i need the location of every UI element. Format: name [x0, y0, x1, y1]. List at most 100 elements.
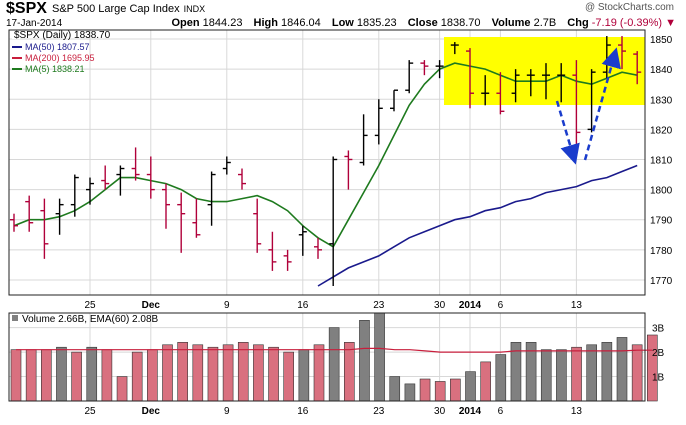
volume-bar — [10, 349, 22, 402]
price-y-tick-label: 1810 — [650, 155, 673, 166]
price-x-tick-label: Dec — [142, 300, 161, 311]
close-label: Close — [407, 17, 438, 29]
price-y-tick-label: 1770 — [650, 276, 673, 287]
price-y-tick-label: 1820 — [650, 125, 673, 136]
volume-ema-path — [16, 347, 653, 353]
quote-summary: Open 1844.23 High 1846.04 Low 1835.23 Cl… — [163, 17, 676, 29]
ohlc-bar — [359, 114, 368, 166]
price-x-tick-label: 2014 — [459, 300, 482, 311]
volume-bar — [571, 346, 582, 402]
high-value: 1846.04 — [281, 17, 321, 29]
ohlc-bar — [86, 177, 94, 205]
volume-bar — [359, 320, 370, 402]
ohlc-bar — [207, 171, 216, 226]
exchange-code: INDX — [183, 4, 206, 14]
ohlc-bar — [526, 69, 535, 97]
price-x-tick-label: 6 — [498, 300, 504, 311]
ticker-symbol: $SPX — [6, 0, 47, 17]
volume-y-tick-label: 1B — [652, 373, 665, 384]
volume-panel-border — [8, 312, 646, 402]
ohlc-bar — [587, 69, 596, 133]
ohlc-bar — [481, 75, 490, 106]
volume-bar — [556, 349, 567, 402]
volume-label: Volume — [491, 17, 531, 29]
volume-bar — [389, 376, 401, 402]
chg-value: -7.19 (-0.39%) — [591, 17, 663, 29]
ohlc-bar — [116, 165, 125, 196]
volume-x-tick-label: 16 — [297, 406, 309, 417]
ohlc-bar — [572, 60, 581, 145]
volume-legend-text: Volume 2.66B, EMA(60) 2.08B — [22, 314, 159, 325]
down-triangle-icon: ▼ — [665, 17, 676, 29]
volume-value: 2.7B — [533, 17, 557, 29]
price-legend: $SPX (Daily) 1838.70 MA(50) 1807.57 MA(2… — [12, 30, 111, 74]
ohlc-bar — [450, 42, 459, 55]
low-label: Low — [331, 17, 354, 29]
ohlc-bar — [40, 198, 49, 259]
volume-bar — [313, 344, 325, 402]
ohlc-bar — [390, 89, 398, 112]
price-y-tick-label: 1780 — [650, 246, 673, 257]
volume-bar — [480, 361, 491, 402]
volume-bar — [616, 337, 628, 402]
volume-bar — [56, 346, 67, 402]
price-bars — [10, 36, 642, 286]
ohlc-bar — [192, 198, 201, 238]
ohlc-bar — [496, 72, 505, 115]
ohlc-bar — [557, 63, 566, 103]
volume-bar — [631, 344, 643, 402]
volume-bar — [162, 344, 173, 402]
volume-bar — [222, 344, 234, 402]
down-arrow — [555, 100, 580, 165]
high-label: High — [253, 17, 278, 29]
volume-x-tick-label: 6 — [498, 406, 504, 417]
volume-x-tick-label: 30 — [434, 406, 446, 417]
consolidation-highlight — [444, 37, 645, 105]
ohlc-bar — [238, 168, 246, 190]
low-value: 1835.23 — [356, 17, 397, 29]
ohlc-bar — [466, 48, 474, 109]
volume-bar — [192, 344, 204, 402]
volume-bar — [404, 383, 416, 402]
ma200-legend-text: MA(200) 1695.95 — [25, 53, 95, 63]
chg-label: Chg — [567, 17, 589, 29]
volume-bar — [40, 349, 52, 402]
volume-bar — [328, 327, 340, 402]
volume-bar — [283, 351, 295, 402]
ohlc-bar — [329, 156, 338, 286]
watermark: @ StockCharts.com — [584, 2, 674, 13]
volume-bar — [434, 381, 446, 402]
ohlc-bar — [511, 69, 520, 103]
price-x-tick-labels: 25 Dec 9 16 23 30 2014 6 13 — [84, 300, 582, 311]
ohlc-bar — [146, 156, 155, 199]
price-panel-border — [8, 29, 646, 296]
price-y-tick-label: 1830 — [650, 95, 673, 106]
volume-bar — [419, 378, 431, 402]
volume-bar — [450, 378, 461, 402]
volume-legend: Volume 2.66B, EMA(60) 2.08B — [12, 314, 159, 325]
ohlc-bar — [618, 36, 626, 70]
volume-bar — [147, 349, 158, 402]
ohlc-bar — [283, 249, 292, 271]
ohlc-bar — [55, 198, 64, 235]
volume-bar — [374, 312, 385, 402]
volume-bars — [10, 312, 658, 402]
ohlc-bar — [10, 213, 18, 232]
ohlc-bar — [253, 198, 262, 253]
price-y-tick-label: 1790 — [650, 216, 673, 227]
price-x-tick-label: 13 — [571, 300, 583, 311]
annotation-arrows — [555, 47, 621, 165]
volume-bar — [298, 349, 310, 402]
ohlc-bar — [298, 225, 307, 256]
volume-axis: 1B 2B 3B — [652, 324, 665, 384]
ma50-legend-text: MA(50) 1807.57 — [25, 42, 90, 52]
volume-bar — [25, 349, 37, 402]
volume-bar — [116, 376, 128, 402]
volume-x-tick-label: 9 — [224, 406, 230, 417]
volume-bar — [343, 342, 355, 402]
price-x-tick-label: 23 — [373, 300, 385, 311]
price-axis: 1770 1780 1790 1800 1810 1820 1830 1840 1850 — [650, 35, 673, 287]
price-x-tick-label: 16 — [297, 300, 309, 311]
